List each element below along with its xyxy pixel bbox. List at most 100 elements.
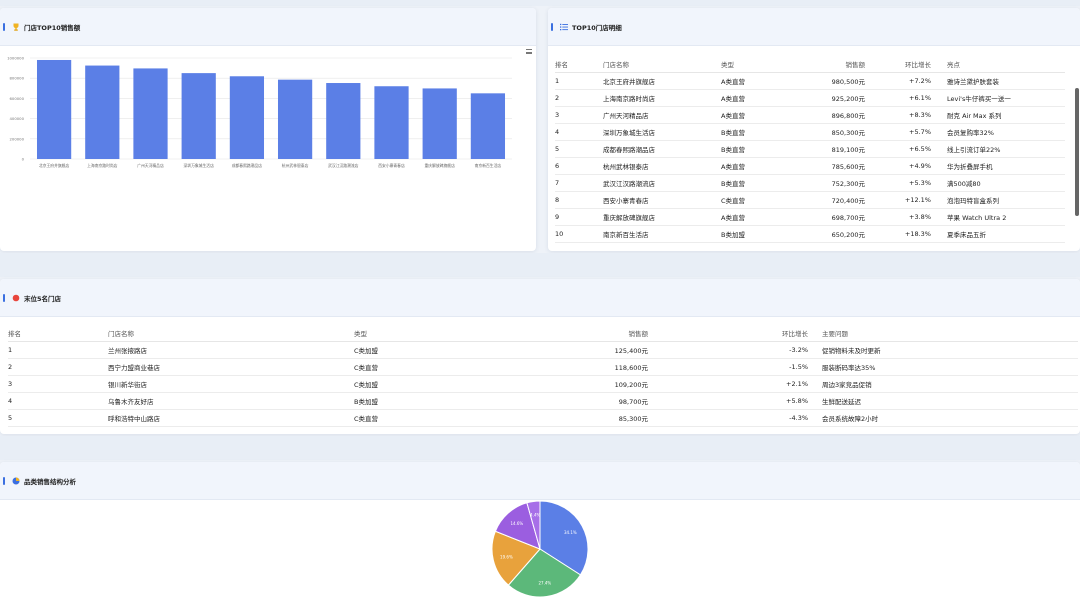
column-header-5[interactable]: 主要问题 [808,325,1078,342]
table-row[interactable]: 5 成都春熙路潮品店 B类直营 819,100元 +6.5% 线上引流订单22% [555,140,1065,158]
top-strip [0,0,1080,6]
table-cell: C类加盟 [354,341,534,359]
table-cell: 深圳万象城生活店 [603,123,721,141]
table-row[interactable]: 9 重庆解放碑旗舰店 A类直营 698,700元 +3.8% 苹果 Watch Ultra… [555,208,1065,226]
table-cell: 118,600元 [534,358,652,376]
table-row[interactable]: 10 南京新百生活店 B类加盟 650,200元 +18.3% 夏季床品五折 [555,225,1065,243]
x-tick-label: 南京新百生活店 [475,163,502,168]
table-cell: 武汉江汉路潮流店 [603,174,721,192]
chart-menu-icon[interactable] [526,49,532,54]
table-cell: 周边3家竞品促销 [808,375,1078,393]
table-cell: +8.3% [865,106,939,124]
table-cell: 会员复购率32% [939,123,1065,141]
table-cell: 生鲜配送延迟 [808,392,1078,410]
table-row[interactable]: 2 西宁力盟商业巷店 C类直营 118,600元 -1.5% 服装断码率达35% [8,358,1078,376]
x-tick-label: 北京王府井旗舰店 [39,163,70,168]
table-cell: 耐克 Air Max 系列 [939,106,1065,124]
table-cell: A类直营 [721,72,793,90]
bar [229,76,265,159]
table-cell: 满500减80 [939,174,1065,192]
column-header-3[interactable]: 销售额 [793,56,865,73]
table-cell: 5 [555,140,603,158]
table-scrollbar[interactable] [1075,88,1079,216]
table-cell: 698,700元 [793,208,865,226]
table-cell: B类直营 [721,140,793,158]
table-cell: 980,500元 [793,72,865,90]
bottom5-header: 末位5名门店 [0,279,1080,317]
table-cell: 苹果 Watch Ultra 2 [939,208,1065,226]
table-row[interactable]: 3 广州天河精品店 A类直营 896,800元 +8.3% 耐克 Air Max 系列 [555,106,1065,124]
table-row[interactable]: 8 西安小寨青春店 C类直营 720,400元 +12.1% 泡泡玛特盲盒系列 [555,191,1065,209]
bar [133,68,168,159]
table-cell: 819,100元 [793,140,865,158]
bottom5-card: 末位5名门店 排名 门店名称 类型 销售额 环比增长 主要问题 1 兰州张掖路店 C类加盟 12… [0,279,1080,434]
table-cell: A类直营 [721,157,793,175]
table-cell: 85,300元 [534,409,652,427]
table-cell: +5.3% [865,174,939,192]
table-cell: 呼和浩特中山路店 [108,409,354,427]
column-header-3[interactable]: 销售额 [534,325,652,342]
table-cell: 线上引流订单22% [939,140,1065,158]
column-header-1[interactable]: 门店名称 [603,56,721,73]
table-cell: 1 [8,341,108,359]
table-cell: 北京王府井旗舰店 [603,72,721,90]
x-tick-label: 杭州武林银泰店 [282,163,309,168]
table-cell: 752,300元 [793,174,865,192]
table-cell: 华为折叠屏手机 [939,157,1065,175]
list-icon [559,22,568,31]
column-header-4[interactable]: 环比增长 [652,325,808,342]
table-cell: B类加盟 [354,392,534,410]
pie-slice-label: 4.4% [530,512,540,517]
bar [277,79,313,159]
table-cell: B类直营 [721,174,793,192]
table-row[interactable]: 5 呼和浩特中山路店 C类直营 85,300元 -4.3% 会员系统故障2小时 [8,409,1078,427]
table-cell: 银川新华街店 [108,375,354,393]
table-cell: B类直营 [721,123,793,141]
trophy-icon [11,22,20,31]
header-accent [551,22,553,31]
table-cell: 服装断码率达35% [808,358,1078,376]
table-row[interactable]: 3 银川新华街店 C类加盟 109,200元 +2.1% 周边3家竞品促销 [8,375,1078,393]
column-header-1[interactable]: 门店名称 [108,325,354,342]
table-cell: 促销物料未及时更新 [808,341,1078,359]
table-cell: 9 [555,208,603,226]
table-row[interactable]: 6 杭州武林银泰店 A类直营 785,600元 +4.9% 华为折叠屏手机 [555,157,1065,175]
table-cell: 7 [555,174,603,192]
table-cell: +5.7% [865,123,939,141]
table-row[interactable]: 1 兰州张掖路店 C类加盟 125,400元 -3.2% 促销物料未及时更新 [8,341,1078,359]
column-header-2[interactable]: 类型 [721,56,793,73]
top10-sales-card: 门店TOP10销售额 0 200000 400000 600000 800000 1000… [0,8,536,251]
section-divider [0,253,1080,277]
table-cell: 会员系统故障2小时 [808,409,1078,427]
category-pie-title: 品类销售结构分析 [24,477,76,486]
table-row[interactable]: 7 武汉江汉路潮流店 B类直营 752,300元 +5.3% 满500减80 [555,174,1065,192]
column-header-0[interactable]: 排名 [8,325,108,342]
table-cell: 南京新百生活店 [603,225,721,243]
table-row[interactable]: 2 上海南京路时尚店 A类直营 925,200元 +6.1% Levi's牛仔裤买一送一 [555,89,1065,107]
y-tick-label: 600000 [10,96,25,101]
column-header-5[interactable]: 亮点 [939,56,1065,73]
table-cell: 785,600元 [793,157,865,175]
table-cell: +18.3% [865,225,939,243]
column-header-4[interactable]: 环比增长 [865,56,939,73]
y-tick-label: 1000000 [7,56,24,61]
pie-chart-icon [11,476,20,485]
top10-bar-chart: 0 200000 400000 600000 800000 1000000 北京王府井旗舰店… [7,56,512,168]
bottom5-title: 末位5名门店 [24,294,62,303]
table-cell: 4 [555,123,603,141]
table-cell: 10 [555,225,603,243]
table-row[interactable]: 4 乌鲁木齐友好店 B类加盟 98,700元 +5.8% 生鲜配送延迟 [8,392,1078,410]
table-cell: +12.1% [865,191,939,209]
pie-slice-label: 19.6% [500,555,513,560]
column-header-0[interactable]: 排名 [555,56,603,73]
table-row[interactable]: 1 北京王府井旗舰店 A类直营 980,500元 +7.2% 雅诗兰黛护肤套装 [555,72,1065,90]
table-row[interactable]: 4 深圳万象城生活店 B类直营 850,300元 +5.7% 会员复购率32% [555,123,1065,141]
category-pie-header: 品类销售结构分析 [0,462,1080,500]
table-cell: 8 [555,191,603,209]
x-tick-label: 深圳万象城生活店 [184,163,215,168]
column-header-2[interactable]: 类型 [354,325,534,342]
table-cell: +5.8% [652,392,808,410]
pie-slice-label: 14.6% [510,521,523,526]
table-cell: +3.8% [865,208,939,226]
table-cell: 2 [555,89,603,107]
